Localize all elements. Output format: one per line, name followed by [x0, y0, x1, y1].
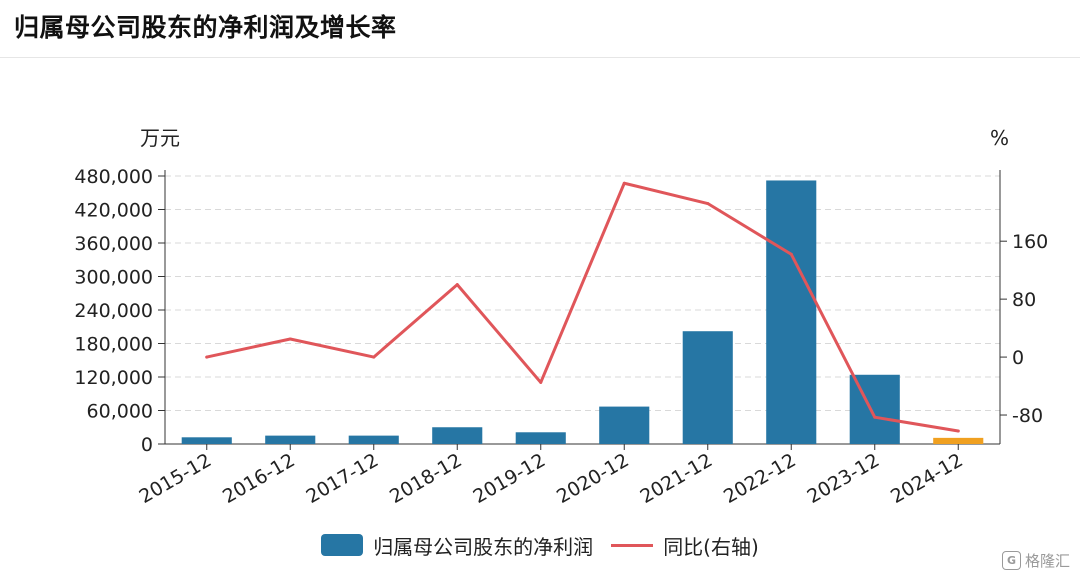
legend-line-swatch [611, 543, 654, 547]
line-point [372, 355, 376, 359]
x-tick-label: 2024-12 [887, 449, 967, 508]
x-tick-label: 2015-12 [135, 449, 215, 508]
right-tick-label: 0 [1012, 347, 1024, 369]
left-tick-label: 120,000 [74, 367, 153, 389]
bar-series [181, 180, 984, 444]
legend: 归属母公司股东的净利润 同比(右轴) [0, 528, 1080, 562]
x-tick-label: 2017-12 [302, 449, 382, 508]
left-tick-label: 300,000 [74, 267, 153, 289]
legend-item-line[interactable]: 同比(右轴) [611, 531, 759, 560]
line-point [288, 337, 292, 341]
bar [348, 435, 399, 444]
legend-item-bar[interactable]: 归属母公司股东的净利润 [321, 531, 593, 560]
right-axis-unit: % [990, 126, 1009, 150]
left-tick-label: 240,000 [74, 300, 153, 322]
right-tick-label: 80 [1012, 289, 1036, 311]
line-point [789, 252, 793, 256]
bar [682, 331, 733, 444]
bar [432, 427, 483, 444]
left-tick-label: 0 [141, 434, 153, 456]
bar [265, 435, 316, 444]
legend-bar-swatch [321, 534, 364, 556]
x-tick-label: 2023-12 [803, 449, 883, 508]
left-tick-label: 480,000 [74, 166, 153, 188]
bar [766, 180, 817, 444]
logo-icon: G [1001, 551, 1021, 570]
bar [933, 437, 984, 444]
x-tick-label: 2021-12 [636, 449, 716, 508]
legend-bar-label: 归属母公司股东的净利润 [373, 534, 594, 559]
x-tick-label: 2022-12 [720, 449, 800, 508]
line-point [205, 355, 209, 359]
bar [599, 406, 650, 444]
bar [515, 432, 566, 444]
watermark-text: 格隆汇 [1024, 552, 1070, 570]
line-point [956, 429, 960, 433]
x-tick-labels: 2015-12 2016-12 2017-12 2018-12 2019-12 2020-… [135, 449, 966, 508]
line-point [873, 415, 877, 419]
title-divider [0, 57, 1080, 58]
line-point [622, 181, 626, 185]
line-point [706, 202, 710, 206]
left-tick-label: 420,000 [74, 200, 153, 222]
chart-title: 归属母公司股东的净利润及增长率 [14, 13, 397, 42]
x-tick-label: 2020-12 [553, 449, 633, 508]
line-series [205, 181, 960, 433]
right-tick-label: -80 [1012, 405, 1043, 427]
left-tick-label: 180,000 [74, 334, 153, 356]
line-point [539, 380, 543, 384]
growth-line [205, 181, 960, 433]
x-tick-label: 2018-12 [386, 449, 466, 508]
watermark: G 格隆汇 [1001, 550, 1070, 571]
left-tick-label: 60,000 [87, 401, 153, 423]
right-tick-label: 160 [1012, 231, 1048, 253]
x-tick-label: 2019-12 [469, 449, 549, 508]
left-tick-label: 360,000 [74, 233, 153, 255]
left-axis-unit: 万元 [140, 126, 180, 150]
x-tick-label: 2016-12 [219, 449, 299, 508]
legend-line-label: 同比(右轴) [663, 534, 759, 559]
line-point [455, 283, 459, 287]
bar [181, 437, 232, 444]
axes: 0 60,000 120,000 180,000 240,000 300,000 360,0… [74, 166, 1048, 456]
